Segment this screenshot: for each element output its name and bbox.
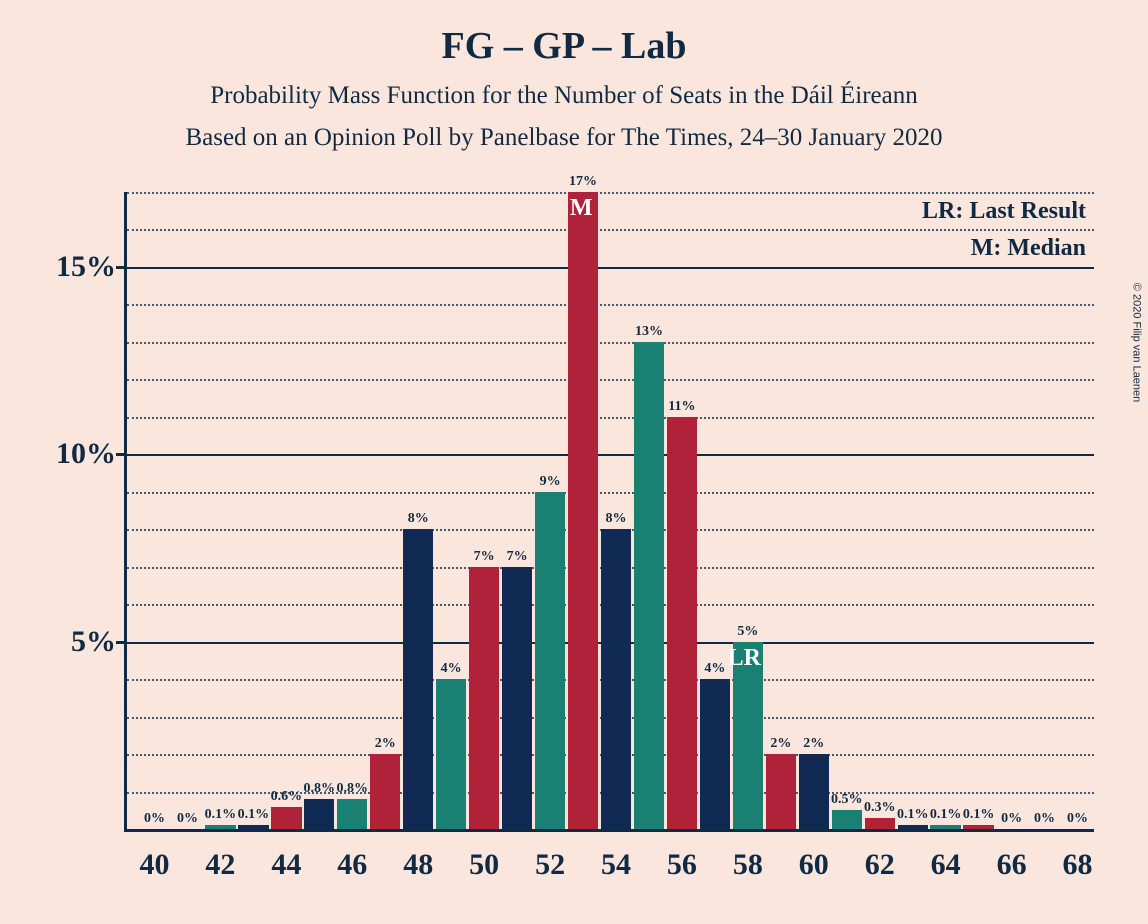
bar [238, 825, 268, 829]
x-axis-label: 58 [733, 848, 763, 882]
bar-value-label: 0.8% [337, 781, 369, 797]
x-axis-label: 42 [205, 848, 235, 882]
bar-value-label: 0.1% [963, 807, 995, 823]
bar [535, 492, 565, 829]
bar [502, 567, 532, 829]
bar [568, 192, 598, 829]
gridline-minor [127, 492, 1094, 494]
legend: LR: Last Result M: Median [922, 198, 1086, 272]
bar [963, 825, 993, 829]
bar-value-label: 0.1% [897, 807, 929, 823]
bar-value-label: 5% [737, 624, 758, 640]
bar [436, 679, 466, 829]
chart-subtitle-2: Based on an Opinion Poll by Panelbase fo… [0, 124, 1128, 152]
bar-value-label: 0% [1001, 811, 1022, 827]
bar-value-label: 0.1% [238, 807, 270, 823]
bar-value-label: 0.1% [205, 807, 237, 823]
y-axis-label: 5% [71, 625, 116, 659]
bar [469, 567, 499, 829]
bar-value-label: 17% [569, 174, 597, 190]
bar-value-label: 0% [1034, 811, 1055, 827]
bar [667, 417, 697, 829]
bar [634, 342, 664, 829]
bar-value-label: 0.8% [304, 781, 336, 797]
bar-value-label: 0.1% [930, 807, 962, 823]
bar [700, 679, 730, 829]
bar [370, 754, 400, 829]
gridline-minor [127, 192, 1094, 194]
bar-value-label: 0.6% [271, 789, 303, 805]
marker-lr: LR [728, 645, 761, 672]
bar [766, 754, 796, 829]
bar-value-label: 0% [1067, 811, 1088, 827]
x-axis-label: 54 [601, 848, 631, 882]
x-axis-label: 66 [997, 848, 1027, 882]
bar [832, 810, 862, 829]
gridline-major [127, 267, 1094, 269]
gridline-minor [127, 229, 1094, 231]
bar-value-label: 2% [803, 736, 824, 752]
bar-value-label: 9% [540, 474, 561, 490]
bar-value-label: 7% [474, 549, 495, 565]
bar-value-label: 0% [144, 811, 165, 827]
legend-m: M: Median [922, 235, 1086, 262]
plot-area: LR: Last Result M: Median 5%10%15%404244… [124, 192, 1094, 832]
x-axis-label: 64 [931, 848, 961, 882]
x-axis-label: 40 [139, 848, 169, 882]
bar-value-label: 13% [635, 324, 663, 340]
bar [601, 529, 631, 829]
bar [865, 818, 895, 829]
bar-value-label: 0.5% [831, 792, 863, 808]
x-axis-label: 46 [337, 848, 367, 882]
x-axis [124, 829, 1094, 832]
copyright-text: © 2020 Filip van Laenen [1130, 283, 1142, 402]
bar-value-label: 4% [441, 661, 462, 677]
x-axis-label: 44 [271, 848, 301, 882]
bar [337, 799, 367, 829]
gridline-minor [127, 379, 1094, 381]
bar [304, 799, 334, 829]
bar [403, 529, 433, 829]
bar-value-label: 8% [408, 511, 429, 527]
gridline-major [127, 454, 1094, 456]
y-axis-label: 10% [56, 437, 116, 471]
bar-value-label: 2% [770, 736, 791, 752]
y-tick [116, 453, 124, 456]
x-axis-label: 56 [667, 848, 697, 882]
bar-value-label: 7% [507, 549, 528, 565]
y-tick [116, 641, 124, 644]
legend-lr: LR: Last Result [922, 198, 1086, 225]
x-axis-label: 48 [403, 848, 433, 882]
bar-value-label: 2% [375, 736, 396, 752]
x-axis-label: 50 [469, 848, 499, 882]
bar-value-label: 4% [704, 661, 725, 677]
x-axis-label: 68 [1063, 848, 1093, 882]
bar [271, 807, 301, 829]
bar-value-label: 0.3% [864, 800, 896, 816]
bar-value-label: 0% [177, 811, 198, 827]
bar-value-label: 8% [606, 511, 627, 527]
bar [205, 825, 235, 829]
bar [898, 825, 928, 829]
bar [930, 825, 960, 829]
bar [799, 754, 829, 829]
x-axis-label: 60 [799, 848, 829, 882]
gridline-minor [127, 342, 1094, 344]
y-tick [116, 266, 124, 269]
chart-subtitle-1: Probability Mass Function for the Number… [0, 82, 1128, 110]
y-axis [124, 192, 127, 832]
bar-value-label: 11% [668, 399, 695, 415]
marker-m: M [570, 195, 593, 222]
x-axis-label: 62 [865, 848, 895, 882]
gridline-minor [127, 304, 1094, 306]
gridline-minor [127, 417, 1094, 419]
chart-title: FG – GP – Lab [0, 24, 1128, 68]
x-axis-label: 52 [535, 848, 565, 882]
y-axis-label: 15% [56, 250, 116, 284]
